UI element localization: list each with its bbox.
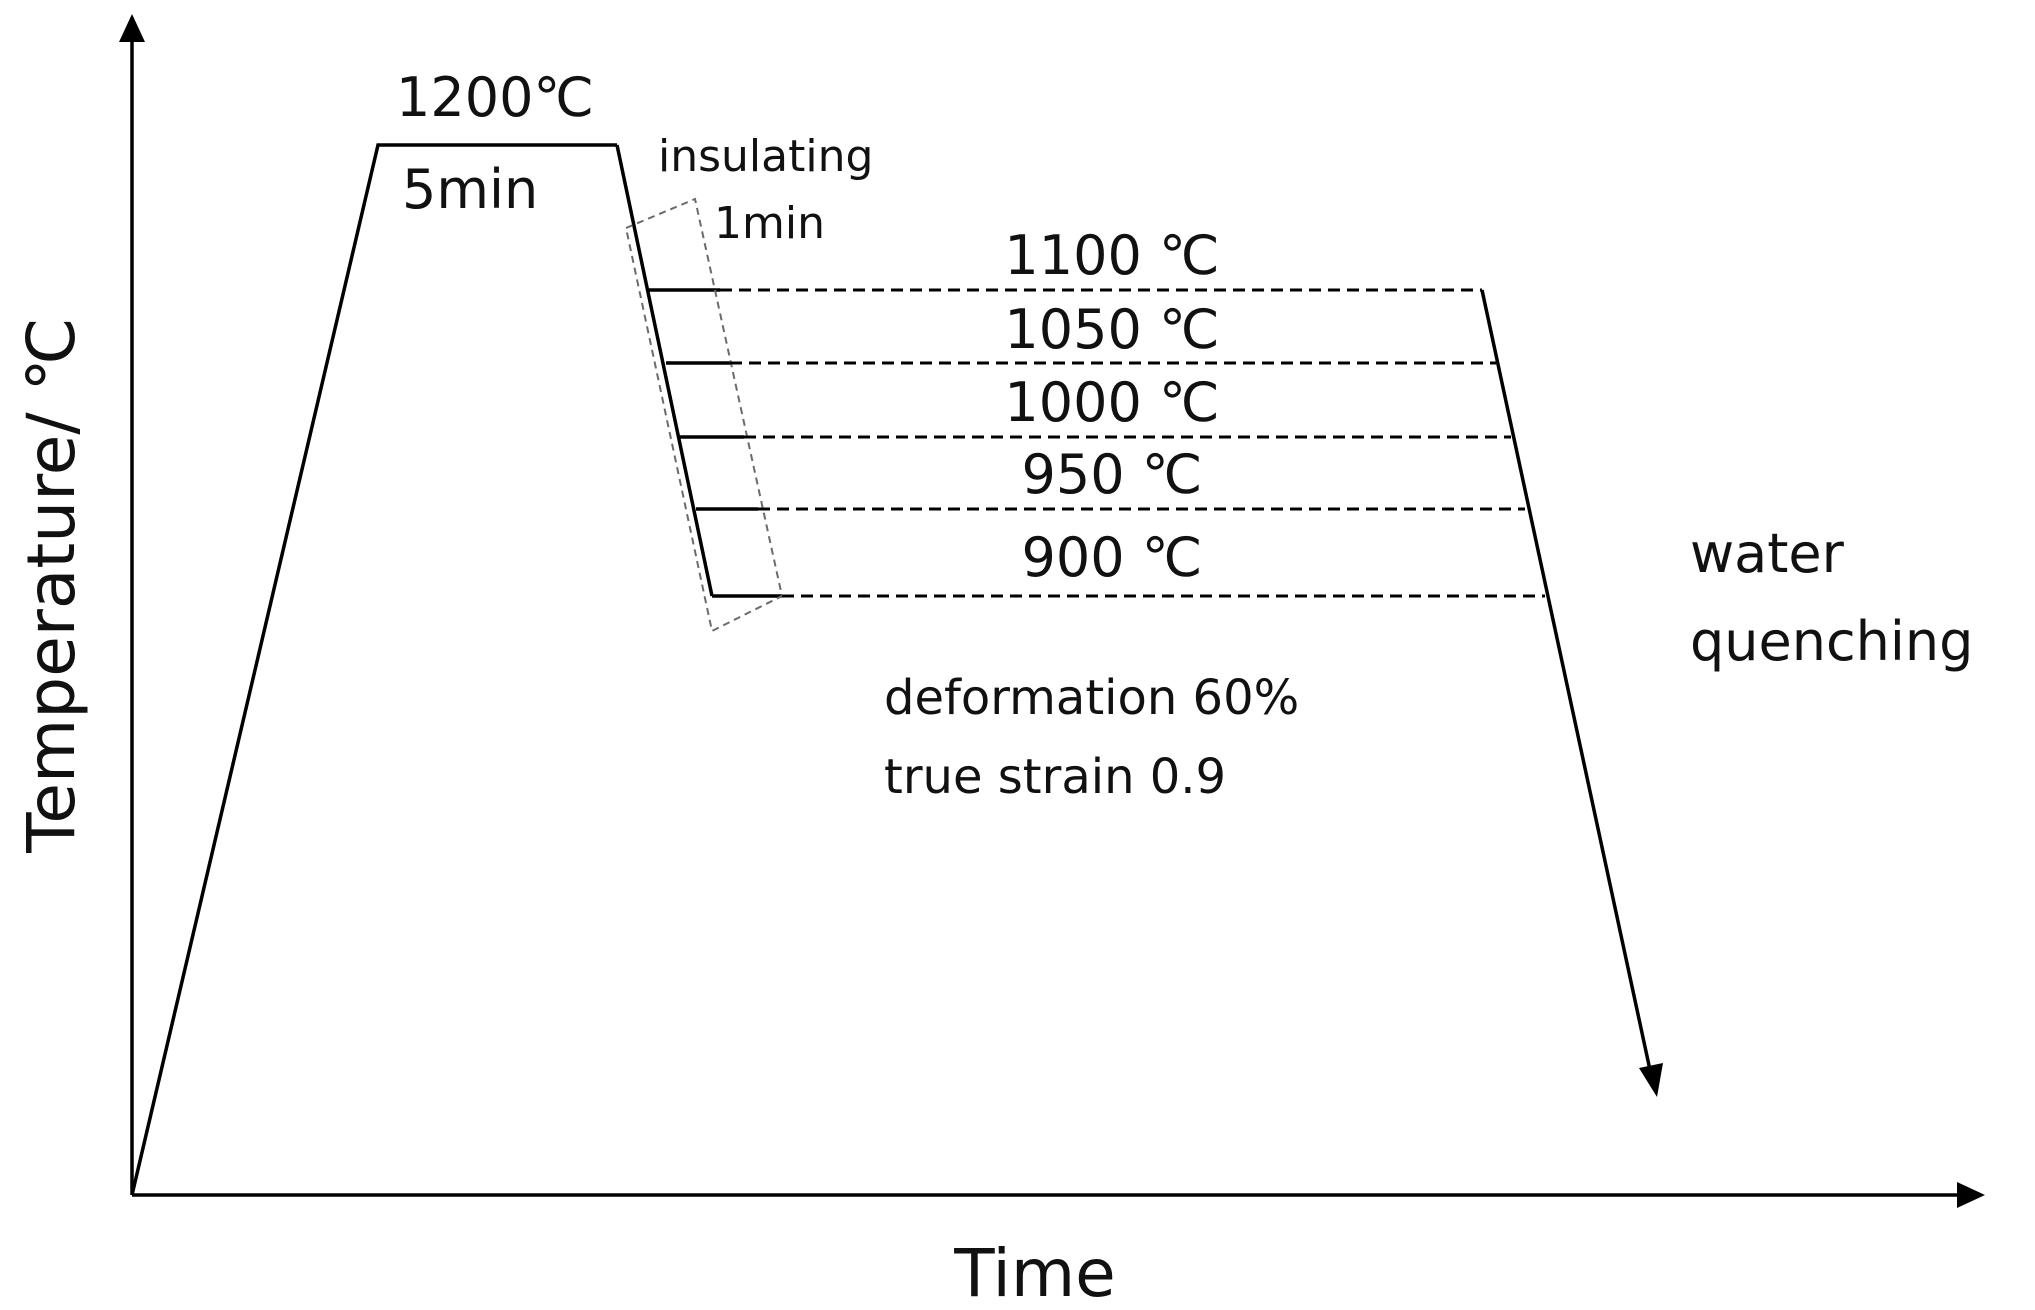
insulating-time-label: 1min — [714, 198, 825, 249]
heating-and-holding-segment — [130, 143, 617, 1196]
deformation-temp-label-1050: 1050 ℃ — [1004, 298, 1219, 361]
quench-arrowhead — [1639, 1063, 1663, 1097]
y-axis-title: Temperature/ ℃ — [13, 317, 90, 853]
thermal-profile — [130, 143, 782, 1196]
isothermal-lines — [720, 288, 1545, 598]
quenching-label: quenching — [1690, 610, 1973, 673]
deformation-temp-label-1100: 1100 ℃ — [1004, 224, 1219, 287]
deformation-temp-label-900: 900 ℃ — [1022, 526, 1203, 589]
water-label: water — [1690, 522, 1845, 585]
solution-temperature-label: 1200℃ — [396, 66, 594, 129]
axes — [119, 14, 1985, 1208]
x-axis-arrowhead — [1957, 1182, 1985, 1208]
quench-path — [1480, 289, 1663, 1097]
solution-hold-time-label: 5min — [402, 158, 538, 221]
deformation-temp-label-950: 950 ℃ — [1022, 443, 1203, 506]
cooling-segment — [615, 144, 714, 597]
deformation-temp-label-1000: 1000 ℃ — [1004, 371, 1219, 434]
deformation-percent-label: deformation 60% — [884, 670, 1299, 726]
quench-line — [1480, 289, 1652, 1071]
insulating-label: insulating — [658, 131, 873, 182]
x-axis-title: Time — [953, 1235, 1116, 1310]
y-axis-arrowhead — [119, 14, 145, 42]
true-strain-label: true strain 0.9 — [884, 749, 1226, 805]
